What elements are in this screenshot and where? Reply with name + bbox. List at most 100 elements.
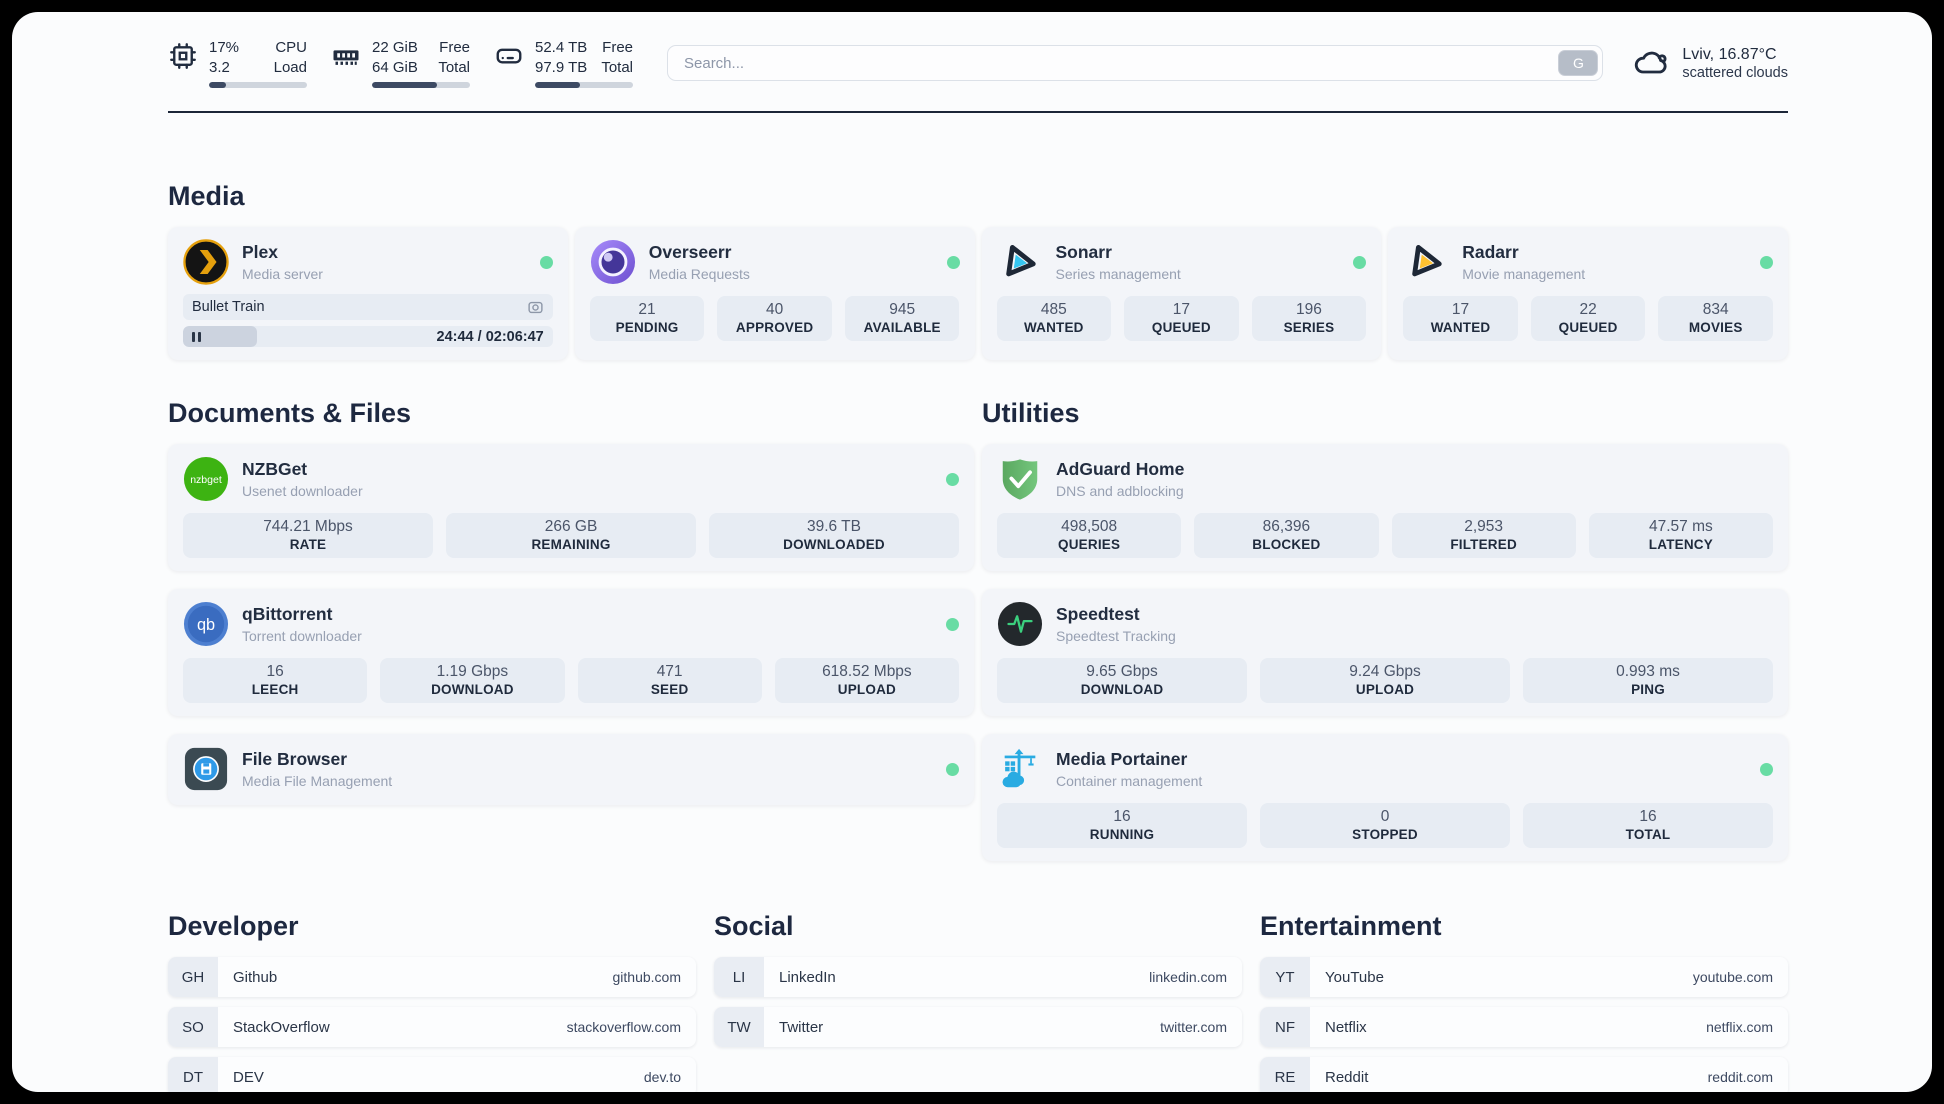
- bookmark-url: stackoverflow.com: [566, 1019, 681, 1035]
- bookmark-badge: RE: [1260, 1057, 1310, 1092]
- app-title: File Browser: [242, 749, 348, 770]
- status-dot: [946, 255, 960, 269]
- app-title: Overseerr: [648, 242, 732, 263]
- bookmark-stackoverflow[interactable]: SO StackOverflow stackoverflow.com: [168, 1007, 696, 1047]
- section-title-documents: Documents & Files: [168, 398, 412, 428]
- filebrowser-logo-icon: [184, 747, 228, 791]
- app-card-sonarr[interactable]: Sonarr Series management 485 WANTED 17 QUE…: [981, 227, 1382, 360]
- app-card-nzbget[interactable]: nzbget NZBGet Usenet downloader 744.21 M…: [168, 444, 974, 571]
- app-card-plex[interactable]: Plex Media server Bullet Train: [168, 227, 568, 360]
- stat-queries: 498,508 QUERIES: [997, 513, 1182, 558]
- bookmark-linkedin[interactable]: LI LinkedIn linkedin.com: [714, 957, 1242, 997]
- app-card-qbittorrent[interactable]: qb qBittorrent Torrent downloader 16 LEEC…: [168, 589, 974, 716]
- app-card-adguard[interactable]: AdGuard Home DNS and adblocking 498,508 Q…: [982, 444, 1788, 571]
- now-playing-row: Bullet Train: [183, 294, 553, 320]
- stat-blocked: 86,396 BLOCKED: [1194, 513, 1379, 558]
- stat-ping: 0.993 ms PING: [1523, 658, 1773, 703]
- dashboard-page: 17% 3.2 CPU Load: [12, 12, 1932, 1092]
- bookmark-url: linkedin.com: [1149, 969, 1227, 985]
- app-card-portainer[interactable]: Media Portainer Container management 16 R…: [982, 734, 1788, 861]
- bookmark-name: Netflix: [1325, 1018, 1367, 1036]
- status-dot: [946, 617, 959, 631]
- disk-free-value: 52.4 TB: [535, 39, 588, 56]
- weather-location-temp: Lviv, 16.87°C: [1682, 45, 1777, 63]
- app-card-filebrowser[interactable]: File Browser Media File Management: [168, 734, 974, 805]
- disk-free-label: Free: [602, 39, 633, 56]
- stat-rate: 744.21 Mbps RATE: [183, 513, 433, 558]
- bookmark-url: github.com: [612, 969, 681, 985]
- stat-download: 1.19 Gbps DOWNLOAD: [380, 658, 565, 703]
- bookmark-name: Twitter: [779, 1018, 824, 1036]
- bookmark-url: youtube.com: [1692, 969, 1773, 985]
- memory-total-label: Total: [438, 58, 470, 76]
- stat-filtered: 2,953 FILTERED: [1391, 513, 1576, 558]
- search-engine-button[interactable]: G: [1558, 50, 1599, 76]
- app-title: Media Portainer: [1056, 749, 1188, 770]
- disk-widget: 52.4 TB 97.9 TB Free Total: [494, 38, 633, 88]
- cpu-progress-bar: [209, 82, 307, 88]
- stat-upload: 9.24 Gbps UPLOAD: [1260, 658, 1510, 703]
- app-title: qBittorrent: [242, 604, 333, 625]
- stat-wanted: 17 WANTED: [1403, 296, 1518, 341]
- plex-logo-icon: [183, 239, 229, 285]
- app-subtitle: Torrent downloader: [242, 627, 362, 644]
- stat-downloaded: 39.6 TB DOWNLOADED: [709, 513, 959, 558]
- stat-queued: 22 QUEUED: [1530, 296, 1646, 341]
- bookmark-badge: NF: [1260, 1007, 1310, 1047]
- bookmark-reddit[interactable]: RE Reddit reddit.com: [1260, 1057, 1788, 1092]
- cpu-usage-value: 17%: [209, 39, 240, 56]
- app-title: Speedtest: [1056, 604, 1140, 625]
- bookmark-badge: DT: [168, 1057, 218, 1092]
- section-title-entertainment: Entertainment: [1260, 911, 1442, 941]
- app-subtitle: Series management: [1055, 265, 1181, 282]
- bookmark-name: StackOverflow: [233, 1018, 330, 1036]
- app-card-speedtest[interactable]: Speedtest Speedtest Tracking 9.65 Gbps DO…: [982, 589, 1788, 716]
- stat-stopped: 0 STOPPED: [1260, 803, 1510, 848]
- cloud-icon: [1635, 51, 1667, 74]
- app-card-overseerr[interactable]: Overseerr Media Requests 21 PENDING 40 APP…: [574, 227, 975, 360]
- app-card-radarr[interactable]: Radarr Movie management 17 WANTED 22 QUEUE…: [1388, 227, 1788, 360]
- bookmark-netflix[interactable]: NF Netflix netflix.com: [1260, 1007, 1788, 1047]
- section-title-utilities: Utilities: [982, 398, 1080, 428]
- bookmark-youtube[interactable]: YT YouTube youtube.com: [1260, 957, 1788, 997]
- playback-progress-bar: 24:44 / 02:06:47: [183, 326, 553, 347]
- app-subtitle: Media File Management: [242, 772, 393, 789]
- stat-running: 16 RUNNING: [997, 803, 1247, 848]
- stat-wanted: 485 WANTED: [996, 296, 1112, 341]
- status-dot: [1760, 762, 1773, 776]
- adguard-logo-icon: [1002, 459, 1038, 500]
- disk-total-label: Total: [601, 58, 633, 76]
- app-subtitle: Container management: [1056, 772, 1203, 789]
- cpu-icon: [170, 43, 196, 69]
- speedtest-logo-icon: [997, 601, 1043, 647]
- app-title: AdGuard Home: [1056, 459, 1185, 480]
- app-subtitle: Usenet downloader: [242, 482, 363, 499]
- system-monitor-widgets: 17% 3.2 CPU Load: [168, 38, 633, 88]
- app-title: Sonarr: [1055, 242, 1112, 263]
- bookmark-badge: TW: [714, 1007, 764, 1047]
- now-playing-title: Bullet Train: [192, 299, 265, 315]
- stat-upload: 618.52 Mbps UPLOAD: [774, 658, 959, 703]
- memory-widget: 22 GiB 64 GiB Free Total: [331, 38, 470, 88]
- stat-latency: 47.57 ms LATENCY: [1588, 513, 1773, 558]
- app-subtitle: Media Requests: [648, 265, 750, 282]
- bookmark-twitter[interactable]: TW Twitter twitter.com: [714, 1007, 1242, 1047]
- bookmark-dev[interactable]: DT DEV dev.to: [168, 1057, 696, 1092]
- disk-total-value: 97.9 TB: [535, 58, 588, 76]
- stat-download: 9.65 Gbps DOWNLOAD: [997, 658, 1247, 703]
- search-input[interactable]: [667, 45, 1604, 81]
- pause-button[interactable]: [192, 331, 201, 342]
- cpu-load-label: Load: [273, 58, 307, 76]
- top-bar: 17% 3.2 CPU Load: [12, 12, 1932, 88]
- app-subtitle: DNS and adblocking: [1056, 482, 1184, 499]
- memory-free-value: 22 GiB: [372, 39, 418, 56]
- qbittorrent-logo-icon: qb: [183, 601, 229, 647]
- app-title: Plex: [242, 242, 278, 263]
- bookmark-url: dev.to: [643, 1069, 681, 1085]
- status-dot: [1760, 255, 1773, 269]
- bookmark-github[interactable]: GH Github github.com: [168, 957, 696, 997]
- sonarr-logo-icon: [1005, 244, 1036, 277]
- disk-icon: [496, 48, 522, 64]
- stat-queued: 17 QUEUED: [1124, 296, 1239, 341]
- app-title: NZBGet: [242, 459, 308, 480]
